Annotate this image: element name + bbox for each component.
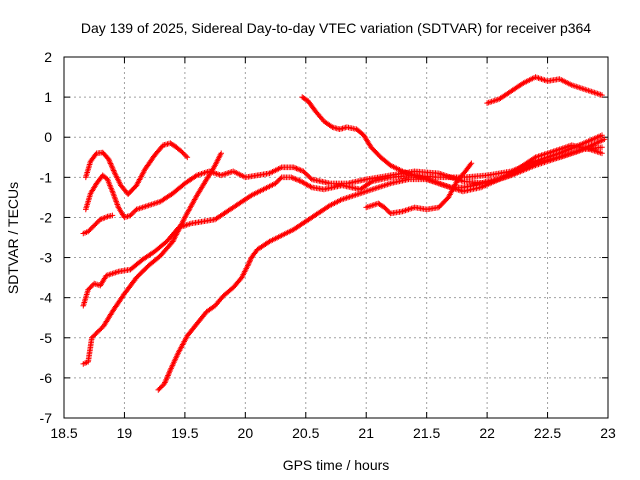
y-tick-label: -7 bbox=[40, 410, 53, 426]
data-series bbox=[80, 74, 608, 393]
series-markers bbox=[80, 212, 116, 237]
y-tick-label: -5 bbox=[40, 330, 53, 346]
y-tick-label: -6 bbox=[40, 370, 53, 386]
y-tick-label: 2 bbox=[44, 49, 52, 65]
series-markers bbox=[484, 74, 605, 106]
y-tick-label: -1 bbox=[40, 169, 53, 185]
y-axis-label: SDTVAR / TECUs bbox=[5, 182, 21, 294]
x-tick-label: 20.5 bbox=[292, 425, 319, 441]
x-axis-label: GPS time / hours bbox=[283, 457, 390, 473]
chart-title: Day 139 of 2025, Sidereal Day-to-day VTE… bbox=[81, 20, 591, 36]
x-tick-label: 21.5 bbox=[413, 425, 440, 441]
series-markers bbox=[80, 132, 605, 309]
grid-lines bbox=[64, 57, 608, 418]
x-tick-label: 18.5 bbox=[50, 425, 77, 441]
x-tick-labels: 18.5 19 19.5 20 20.5 21 21.5 22 22.5 23 bbox=[50, 425, 616, 441]
series-markers bbox=[80, 150, 224, 367]
x-tick-label: 21 bbox=[358, 425, 374, 441]
series-track-9 bbox=[484, 74, 605, 106]
series-track-4 bbox=[80, 132, 605, 309]
x-tick-label: 19 bbox=[117, 425, 133, 441]
plot-frame bbox=[63, 56, 609, 419]
series-track-3 bbox=[83, 144, 605, 221]
series-markers bbox=[363, 160, 475, 217]
series-markers bbox=[83, 140, 191, 197]
y-tick-label: -4 bbox=[40, 290, 53, 306]
y-tick-labels: -7 -6 -5 -4 -3 -2 -1 0 1 2 bbox=[40, 49, 53, 426]
series-track-7 bbox=[299, 94, 608, 191]
series-track-2 bbox=[80, 212, 116, 237]
series-track-8 bbox=[363, 160, 475, 217]
tick-marks bbox=[63, 56, 609, 419]
series-markers bbox=[83, 144, 605, 221]
y-tick-label: 1 bbox=[44, 89, 52, 105]
y-tick-label: -3 bbox=[40, 250, 53, 266]
x-tick-label: 23 bbox=[600, 425, 616, 441]
series-track-5 bbox=[80, 150, 224, 367]
series-markers bbox=[299, 94, 608, 191]
y-tick-label: 0 bbox=[44, 129, 52, 145]
x-tick-label: 22 bbox=[479, 425, 495, 441]
series-track-1 bbox=[83, 140, 191, 197]
x-tick-label: 20 bbox=[238, 425, 254, 441]
x-tick-label: 19.5 bbox=[171, 425, 198, 441]
x-tick-label: 22.5 bbox=[534, 425, 561, 441]
y-tick-label: -2 bbox=[40, 209, 53, 225]
